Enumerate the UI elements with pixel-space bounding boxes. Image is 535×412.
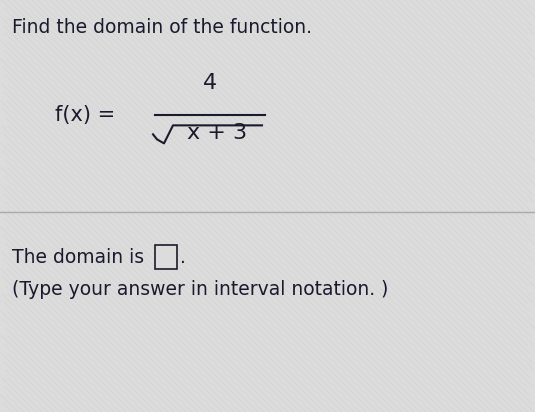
Text: 4: 4 (203, 73, 217, 94)
Text: (Type your answer in interval notation. ): (Type your answer in interval notation. … (12, 280, 388, 299)
Text: .: . (180, 248, 186, 267)
Text: x + 3: x + 3 (187, 123, 248, 143)
Text: f(x) =: f(x) = (55, 105, 122, 125)
Bar (155, 245, 177, 269)
Text: Find the domain of the function.: Find the domain of the function. (12, 18, 312, 37)
Text: The domain is: The domain is (12, 248, 150, 267)
